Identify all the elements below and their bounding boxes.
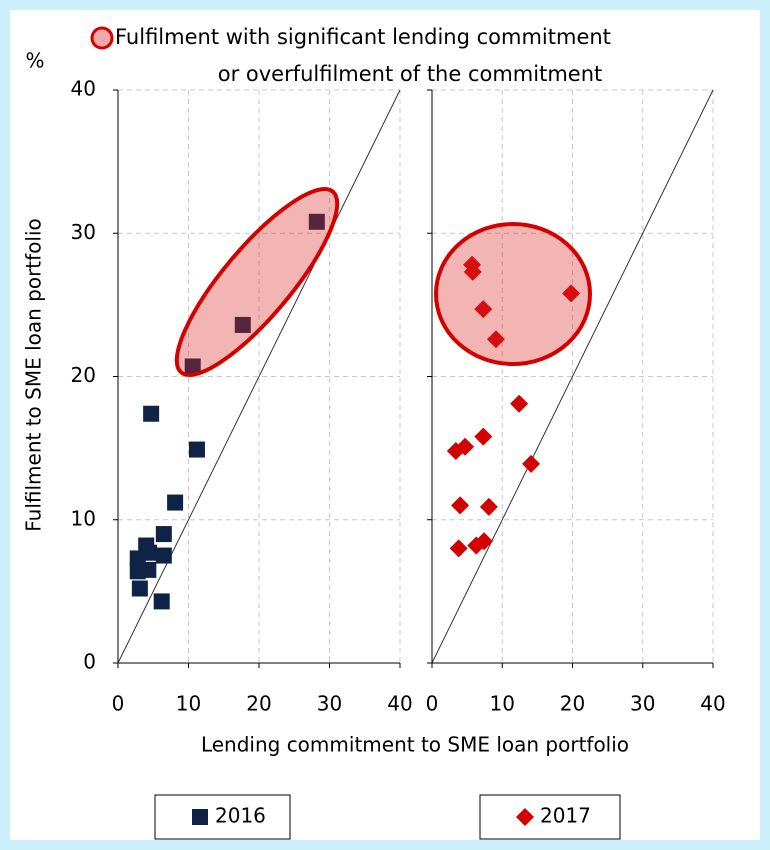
point <box>184 358 201 375</box>
point <box>474 300 493 319</box>
x-tick-label: 20 <box>246 692 271 716</box>
point <box>188 441 205 458</box>
point <box>143 405 160 422</box>
point <box>474 427 493 446</box>
point <box>510 394 529 413</box>
annotation-marker <box>90 26 114 50</box>
x-tick-label: 0 <box>426 692 439 716</box>
annotation-line: or overfulfilment of the commitment <box>218 62 603 86</box>
x-tick-label: 30 <box>630 692 655 716</box>
point <box>140 561 157 578</box>
reference-line <box>117 89 401 664</box>
y-tick-label: 30 <box>71 220 96 244</box>
point <box>155 526 172 543</box>
x-tick-label: 10 <box>176 692 201 716</box>
point <box>167 494 184 511</box>
point <box>234 316 251 333</box>
highlight-ellipse <box>434 222 592 366</box>
x-tick-label: 40 <box>700 692 725 716</box>
legend-box <box>154 794 291 840</box>
y-axis-label: Fulfilment to SME loan portfolio <box>22 218 46 532</box>
chart-background <box>10 10 760 840</box>
annotation-line: Fulfilment with significant lending comm… <box>115 25 611 49</box>
legend-marker <box>192 809 208 825</box>
point <box>451 496 470 515</box>
x-tick-label: 30 <box>317 692 342 716</box>
x-axis-label: Lending commitment to SME loan portfolio <box>201 733 629 757</box>
point <box>155 547 172 564</box>
legend-label: 2016 <box>215 804 266 828</box>
reference-line <box>431 89 714 664</box>
point <box>479 497 498 516</box>
point <box>449 539 468 558</box>
point <box>446 441 465 460</box>
legend-marker <box>516 808 534 826</box>
y-tick-label: 0 <box>83 650 96 674</box>
point <box>463 262 482 281</box>
highlight-ellipse <box>174 187 340 377</box>
point <box>308 213 325 230</box>
y-unit: % <box>25 49 44 73</box>
point <box>153 593 170 610</box>
point <box>486 330 505 349</box>
legend-box <box>479 794 621 840</box>
y-tick-label: 40 <box>71 77 96 101</box>
y-tick-label: 10 <box>71 506 96 530</box>
point <box>467 536 486 555</box>
point <box>131 580 148 597</box>
y-tick-label: 20 <box>71 363 96 387</box>
x-tick-label: 0 <box>112 692 125 716</box>
point <box>562 284 581 303</box>
legend-label: 2017 <box>540 804 591 828</box>
x-tick-label: 20 <box>560 692 585 716</box>
x-tick-label: 10 <box>490 692 515 716</box>
x-tick-label: 40 <box>387 692 412 716</box>
point <box>522 454 541 473</box>
plot-area: 0 10 20 30 40 0 10 20 30 40 2016 0 10 20 30 40 2017 <box>71 77 726 840</box>
